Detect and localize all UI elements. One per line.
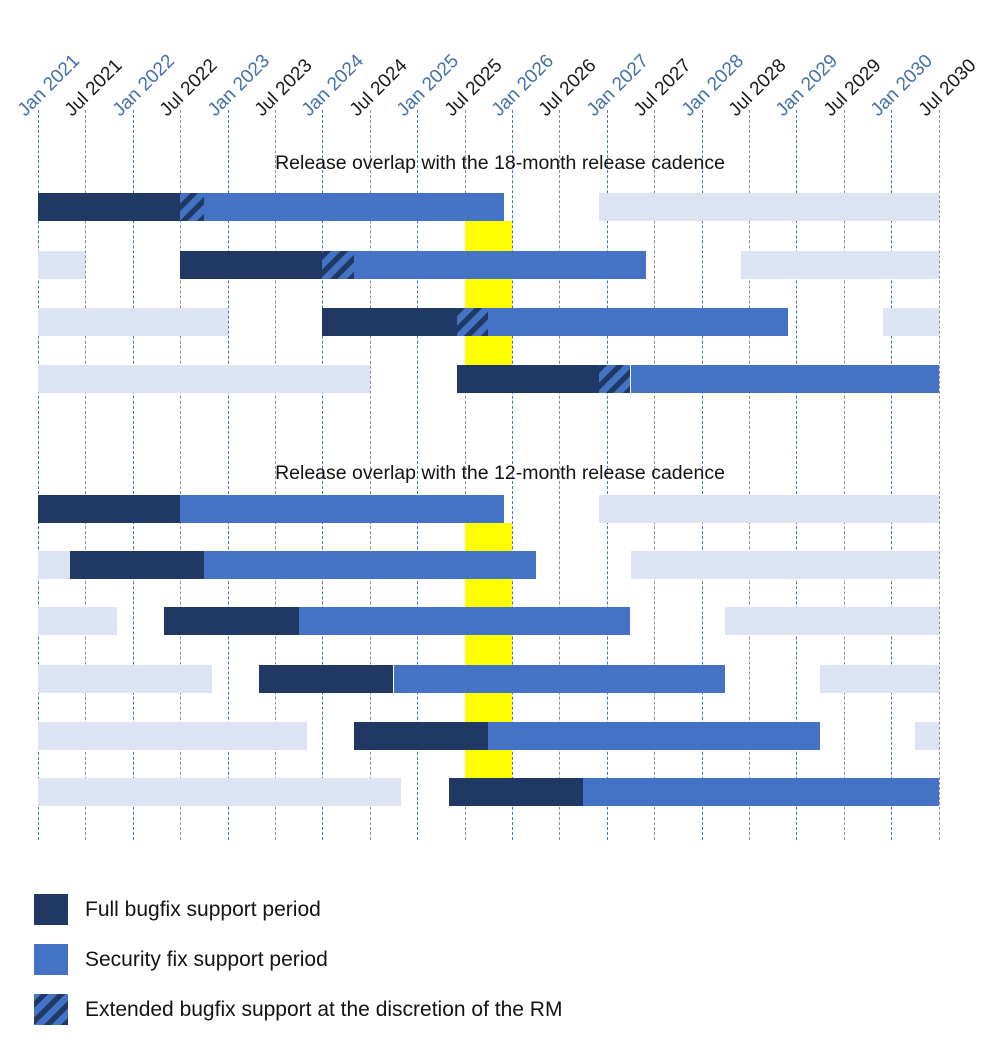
bar-segment-hatch	[456, 308, 489, 336]
bar-segment-full	[38, 495, 181, 523]
gridline-jan	[417, 110, 419, 840]
gridline-jul	[85, 110, 87, 840]
release-bar	[0, 722, 1000, 750]
gridline-jul	[180, 110, 182, 840]
x-axis-labels: Jan 2021 Jul 2021 Jan 2022 Jul 2022 Jan 2023…	[0, 0, 1000, 121]
bar-segment-full	[448, 778, 584, 806]
gridline-jul	[654, 110, 656, 840]
overlap-highlight	[464, 221, 512, 251]
gridline-jan	[512, 110, 513, 840]
legend-item: Extended bugfix support at the discretio…	[34, 994, 562, 1025]
release-bar	[0, 665, 1000, 693]
bar-segment-ext	[38, 778, 402, 806]
bar-segment-security	[488, 308, 789, 336]
release-bar	[0, 308, 1000, 336]
panel-title: Release overlap with the 18-month releas…	[275, 152, 725, 174]
gridline-jul	[749, 110, 750, 840]
bar-segment-full	[38, 193, 181, 221]
legend-label: Security fix support period	[85, 947, 328, 971]
gridline-jul	[275, 110, 276, 840]
legend-item: Security fix support period	[34, 944, 328, 975]
bar-segment-ext	[38, 665, 212, 693]
release-bar	[0, 607, 1000, 635]
bar-segment-ext	[598, 193, 939, 221]
bar-segment-ext	[598, 495, 939, 523]
overlap-highlight	[464, 635, 512, 665]
bar-segment-ext	[38, 251, 86, 279]
bar-segment-full	[180, 251, 323, 279]
overlap-highlight	[464, 279, 512, 308]
gridline-jan	[891, 110, 893, 840]
release-bar	[0, 551, 1000, 579]
bar-segment-ext	[38, 308, 228, 336]
gridline-jan	[38, 110, 39, 840]
release-bar	[0, 193, 1000, 221]
bar-segment-ext	[914, 722, 939, 750]
bar-segment-hatch	[598, 365, 631, 393]
bar-segment-ext	[820, 665, 939, 693]
bar-segment-hatch	[180, 193, 204, 221]
bar-segment-ext	[38, 607, 117, 635]
gridline-jan	[322, 110, 324, 840]
release-bar	[0, 495, 1000, 523]
bar-segment-full	[69, 551, 204, 579]
overlap-highlight	[464, 693, 512, 722]
legend-swatch-hatch	[34, 994, 68, 1025]
legend-swatch-security	[34, 944, 68, 975]
bar-segment-security	[354, 251, 647, 279]
bar-segment-security	[583, 778, 939, 806]
bar-segment-full	[456, 365, 599, 393]
gridline-jan	[132, 110, 134, 840]
gridline-jan	[796, 110, 798, 840]
bar-segment-security	[180, 495, 505, 523]
legend-item: Full bugfix support period	[34, 894, 321, 925]
panel-title: Release overlap with the 12-month releas…	[275, 462, 725, 484]
bar-segment-security	[298, 607, 631, 635]
gridline-jan	[701, 110, 703, 840]
bar-segment-ext	[725, 607, 939, 635]
release-bar	[0, 778, 1000, 806]
overlap-highlight	[464, 750, 512, 778]
bar-segment-security	[203, 551, 536, 579]
bar-segment-ext	[883, 308, 939, 336]
legend-label: Extended bugfix support at the discretio…	[85, 997, 563, 1021]
release-bar	[0, 365, 1000, 393]
bar-segment-security	[203, 193, 505, 221]
gridline-jul	[938, 110, 940, 840]
bar-segment-full	[322, 308, 457, 336]
bar-segment-ext	[38, 722, 307, 750]
gridline-jul	[559, 110, 561, 840]
bar-segment-ext	[741, 251, 939, 279]
bar-segment-full	[259, 665, 394, 693]
gridline-jul	[369, 110, 371, 840]
gridline-jan	[227, 110, 229, 840]
overlap-highlight	[464, 336, 512, 365]
overlap-highlight	[464, 579, 512, 607]
legend-swatch-full	[34, 894, 68, 925]
bar-segment-security	[488, 722, 821, 750]
gridline-jul	[843, 110, 845, 840]
bar-segment-full	[354, 722, 489, 750]
gridline-jan	[606, 110, 608, 840]
bar-segment-ext	[38, 551, 70, 579]
release-bar	[0, 251, 1000, 279]
bar-segment-security	[630, 365, 939, 393]
bar-segment-ext	[38, 365, 370, 393]
legend-label: Full bugfix support period	[85, 897, 321, 921]
overlap-highlight	[464, 523, 512, 551]
bar-segment-security	[393, 665, 726, 693]
bar-segment-ext	[630, 551, 939, 579]
bar-segment-full	[164, 607, 299, 635]
gridline-jul	[464, 110, 466, 840]
bar-segment-hatch	[322, 251, 354, 279]
